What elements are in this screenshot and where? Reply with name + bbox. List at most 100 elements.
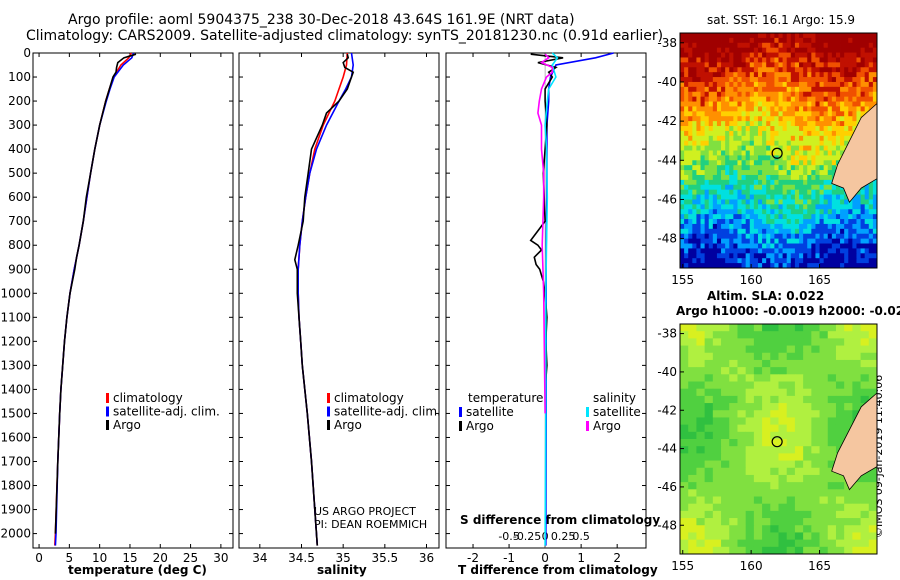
land-mass bbox=[831, 392, 878, 491]
legend-heading-salinity: salinity bbox=[593, 391, 636, 405]
salinity-xlabel: salinity bbox=[317, 563, 367, 577]
legend-label-climatology: climatology bbox=[334, 391, 404, 405]
sst_map: 155 160 165 -38 -40 -42 -44 -46 -48 bbox=[657, 32, 878, 287]
plot-frame-salinity bbox=[238, 52, 440, 549]
salinity-series-satellite-adj-clim bbox=[297, 52, 355, 546]
map-y-tick-label: -46 bbox=[657, 192, 677, 206]
map-x-tick-label: 155 bbox=[671, 559, 694, 573]
salinity-series-climatology bbox=[297, 52, 349, 546]
map-y-tick-label: -40 bbox=[657, 75, 677, 89]
difference-series-s-argo bbox=[537, 53, 554, 414]
title-line-1: Argo profile: aoml 5904375_238 30-Dec-20… bbox=[68, 12, 575, 28]
argo-location-marker bbox=[771, 147, 783, 159]
depth-tick-label: 1300 bbox=[0, 358, 31, 372]
map-x-tick-label: 155 bbox=[671, 273, 694, 287]
map-y-tick-label: -48 bbox=[657, 518, 677, 532]
legend-swatch bbox=[106, 420, 109, 430]
depth-tick-label: 1200 bbox=[0, 334, 31, 348]
map-x-tick-label: 160 bbox=[740, 273, 763, 287]
x-tick-label: 0 bbox=[35, 551, 43, 565]
x-tick-label: 35 bbox=[336, 551, 351, 565]
sla-map-title: Altim. SLA: 0.022 bbox=[707, 289, 825, 303]
legend-label-argo: Argo bbox=[334, 418, 362, 432]
temperature-series-climatology bbox=[54, 52, 132, 546]
map-x-tick-label: 165 bbox=[808, 273, 831, 287]
legend-label-argo: Argo bbox=[113, 418, 141, 432]
credit-line-2: PI: DEAN ROEMMICH bbox=[314, 518, 428, 531]
legend-swatch bbox=[327, 406, 330, 417]
map-y-tick-label: -44 bbox=[657, 442, 677, 456]
depth-tick-label: 1600 bbox=[0, 430, 31, 444]
x-tick-label: -2 bbox=[467, 551, 479, 565]
x-tick-label: 34.5 bbox=[288, 551, 315, 565]
x-tick-label: 10 bbox=[92, 551, 107, 565]
depth-tick-label: 2000 bbox=[0, 527, 31, 541]
map-y-tick-label: -48 bbox=[657, 232, 677, 246]
x-tick-label-salinity: -0.25 bbox=[513, 530, 541, 543]
x-tick-label: 1 bbox=[577, 551, 585, 565]
legend-label-satellite-adj-clim: satellite-adj. clim. bbox=[334, 405, 441, 419]
x-tick-label: 2 bbox=[613, 551, 621, 565]
legend-label-t-argo: Argo bbox=[466, 419, 494, 433]
depth-tick-label: 1100 bbox=[0, 310, 31, 324]
x-tick-label: 30 bbox=[213, 551, 228, 565]
x-tick-label-salinity: 0.25 bbox=[551, 530, 576, 543]
legend-label-s-satellite: satellite bbox=[593, 405, 641, 419]
map-y-tick-label: -44 bbox=[657, 153, 677, 167]
map-y-tick-label: -38 bbox=[657, 36, 677, 50]
depth-tick-label: 400 bbox=[8, 142, 31, 156]
depth-tick-label: 1900 bbox=[0, 503, 31, 517]
x-tick-label: 20 bbox=[153, 551, 168, 565]
sst-map-title: sat. SST: 16.1 Argo: 15.9 bbox=[707, 13, 856, 27]
legend-swatch bbox=[459, 407, 462, 417]
depth-tick-label: 1000 bbox=[0, 286, 31, 300]
difference-series-s-satellite bbox=[544, 52, 559, 546]
map-frame bbox=[679, 323, 878, 555]
legend-swatch bbox=[327, 393, 330, 403]
x-tick-label: 0 bbox=[541, 551, 549, 565]
difference-xlabel-salinity: S difference from climatology bbox=[460, 513, 661, 527]
legend-swatch bbox=[106, 393, 109, 403]
map-y-tick-label: -46 bbox=[657, 480, 677, 494]
depth-tick-label: 1700 bbox=[0, 454, 31, 468]
legend-heading-temperature: temperature bbox=[468, 391, 543, 405]
salinity-series-argo bbox=[293, 54, 355, 546]
depth-tick-label: 1400 bbox=[0, 382, 31, 396]
legend-swatch bbox=[459, 421, 462, 431]
x-tick-label: 34 bbox=[252, 551, 267, 565]
land-mass bbox=[831, 102, 878, 203]
map-y-tick-label: -42 bbox=[657, 114, 677, 128]
x-tick-label: 36 bbox=[419, 551, 434, 565]
legend-label-t-satellite: satellite bbox=[466, 405, 514, 419]
legend-label-satellite-adj-clim: satellite-adj. clim. bbox=[113, 405, 220, 419]
map-y-tick-label: -42 bbox=[657, 403, 677, 417]
temperature-series-argo bbox=[54, 53, 137, 534]
temperature-series-satellite-adj-clim bbox=[54, 52, 135, 546]
legend-label-s-argo: Argo bbox=[593, 419, 621, 433]
x-tick-label-salinity: -0.5 bbox=[498, 530, 519, 543]
legend-swatch bbox=[586, 421, 589, 431]
depth-tick-label: 1500 bbox=[0, 406, 31, 420]
depth-tick-label: 100 bbox=[8, 70, 31, 84]
map-y-tick-label: -40 bbox=[657, 365, 677, 379]
map-frame bbox=[679, 32, 878, 269]
x-tick-label: -1 bbox=[503, 551, 515, 565]
x-tick-label: 35.5 bbox=[371, 551, 398, 565]
depth-tick-label: 700 bbox=[8, 214, 31, 228]
x-tick-label: 5 bbox=[66, 551, 74, 565]
legend-label-climatology: climatology bbox=[113, 391, 183, 405]
x-tick-label: 25 bbox=[183, 551, 198, 565]
legend-swatch bbox=[327, 420, 330, 430]
depth-tick-label: 300 bbox=[8, 118, 31, 132]
sla-map-subtitle: Argo h1000: -0.0019 h2000: -0.025 bbox=[676, 304, 900, 318]
x-tick-label-salinity: 0.5 bbox=[572, 530, 590, 543]
depth-tick-label: 200 bbox=[8, 94, 31, 108]
map-y-tick-label: -38 bbox=[657, 327, 677, 341]
map-x-tick-label: 165 bbox=[808, 559, 831, 573]
legend-swatch bbox=[586, 407, 589, 417]
depth-tick-label: 600 bbox=[8, 190, 31, 204]
difference-xlabel: T difference from climatology bbox=[458, 563, 658, 577]
plot-frame-temperature bbox=[32, 52, 234, 549]
depth-tick-label: 1800 bbox=[0, 479, 31, 493]
